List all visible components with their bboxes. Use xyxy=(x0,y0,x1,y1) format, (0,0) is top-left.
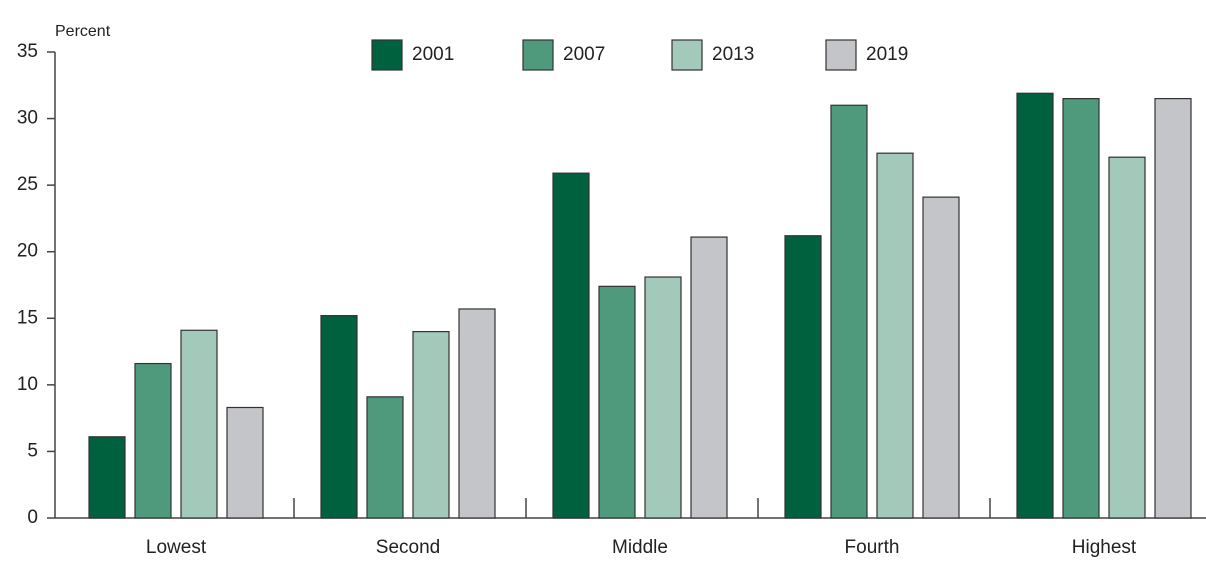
y-tick-label: 20 xyxy=(17,241,38,262)
legend-swatch xyxy=(671,39,703,71)
x-tick-label: Lowest xyxy=(146,537,207,558)
x-tick-label: Fourth xyxy=(845,537,900,558)
bar xyxy=(876,152,914,519)
y-tick-label: 0 xyxy=(27,507,38,528)
legend-label: 2013 xyxy=(712,44,754,65)
bar xyxy=(88,436,126,519)
legend-swatch xyxy=(825,39,857,71)
bar xyxy=(366,396,404,519)
legend-label: 2001 xyxy=(412,44,454,65)
bar xyxy=(412,331,450,519)
bar xyxy=(1108,156,1146,519)
bar xyxy=(1062,97,1100,519)
legend-swatch xyxy=(371,39,403,71)
y-tick-label: 35 xyxy=(17,41,38,62)
y-tick-label: 30 xyxy=(17,108,38,129)
y-tick-label: 10 xyxy=(17,374,38,395)
bar xyxy=(180,329,218,519)
bar xyxy=(1016,92,1054,519)
legend-swatch xyxy=(522,39,554,71)
bar xyxy=(552,172,590,519)
x-tick-label: Second xyxy=(376,537,440,558)
bar xyxy=(784,235,822,519)
legend-label: 2007 xyxy=(563,44,605,65)
x-tick-label: Middle xyxy=(612,537,668,558)
bar xyxy=(320,315,358,519)
y-axis-label: Percent xyxy=(55,23,111,40)
bar xyxy=(226,406,264,519)
bar xyxy=(830,104,868,519)
y-tick-label: 15 xyxy=(17,307,38,328)
y-tick-label: 5 xyxy=(27,440,38,461)
bar xyxy=(598,285,636,519)
bar xyxy=(134,362,172,519)
x-tick-label: Highest xyxy=(1072,537,1137,558)
bar xyxy=(922,196,960,519)
bar xyxy=(1154,97,1192,519)
bar xyxy=(458,308,496,519)
legend-label: 2019 xyxy=(866,44,908,65)
y-tick-label: 25 xyxy=(17,174,38,195)
bar xyxy=(690,236,728,519)
bar xyxy=(644,276,682,519)
